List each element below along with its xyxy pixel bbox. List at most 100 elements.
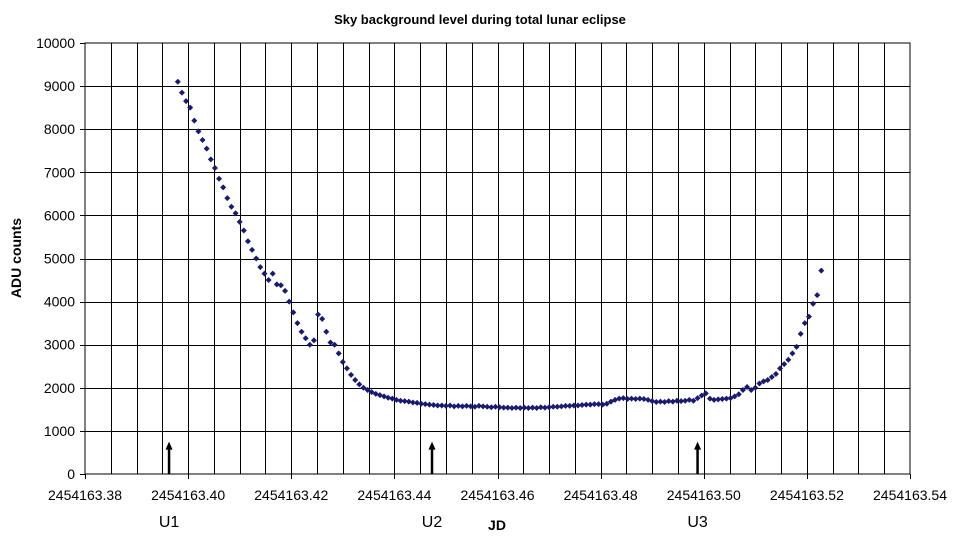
- data-point: [768, 374, 775, 381]
- x-tick-label: 2454163.42: [254, 487, 328, 503]
- data-point: [550, 403, 557, 410]
- data-point: [414, 399, 421, 406]
- data-point: [447, 402, 454, 409]
- data-point: [772, 371, 779, 378]
- data-point: [315, 311, 322, 318]
- data-point: [591, 401, 598, 408]
- y-tick-label: 5000: [44, 251, 75, 267]
- y-tick-label: 4000: [44, 294, 75, 310]
- data-point: [521, 404, 528, 411]
- y-tick-label: 2000: [44, 380, 75, 396]
- data-point: [191, 117, 198, 124]
- data-point: [298, 328, 305, 335]
- data-point: [319, 315, 326, 322]
- data-point: [810, 300, 817, 307]
- data-point: [818, 267, 825, 274]
- x-axis-label: JD: [488, 517, 506, 533]
- data-point: [310, 337, 317, 344]
- data-point: [294, 320, 301, 327]
- data-point: [587, 401, 594, 408]
- data-point: [306, 341, 313, 348]
- data-point: [723, 395, 730, 402]
- contact-label-u2: U2: [422, 514, 443, 531]
- data-point: [562, 402, 569, 409]
- data-point: [678, 398, 685, 405]
- data-point: [269, 270, 276, 277]
- data-point: [348, 371, 355, 378]
- data-point: [657, 398, 664, 405]
- data-point: [352, 377, 359, 384]
- data-point: [690, 397, 697, 404]
- contact-arrow-head: [165, 441, 173, 450]
- y-axis-ticks: 0 1000 2000 3000 4000 5000 6000 7000 8000 9000 100…: [36, 35, 85, 482]
- data-point: [508, 405, 515, 412]
- data-point: [814, 292, 821, 299]
- data-point: [558, 403, 565, 410]
- contact-arrow-head: [694, 441, 702, 450]
- data-point: [570, 402, 577, 409]
- data-point: [364, 386, 371, 393]
- contact-label-u1: U1: [159, 514, 180, 531]
- x-tick-label: 2454163.44: [357, 487, 431, 503]
- data-point: [199, 136, 206, 143]
- data-point: [682, 397, 689, 404]
- data-point: [628, 395, 635, 402]
- data-point: [426, 401, 433, 408]
- data-point: [475, 402, 482, 409]
- data-point: [207, 156, 214, 163]
- y-tick-label: 9000: [44, 78, 75, 94]
- data-point: [257, 264, 264, 271]
- data-point: [397, 397, 404, 404]
- data-point: [702, 390, 709, 397]
- data-point: [574, 402, 581, 409]
- data-point: [525, 405, 532, 412]
- data-point: [599, 401, 606, 408]
- data-point: [273, 281, 280, 288]
- data-point: [620, 395, 627, 402]
- data-point: [211, 164, 218, 171]
- data-point: [500, 404, 507, 411]
- x-tick-label: 2454163.48: [564, 487, 638, 503]
- data-point: [385, 394, 392, 401]
- data-point: [302, 335, 309, 342]
- data-point: [286, 298, 293, 305]
- data-point: [805, 313, 812, 320]
- data-point: [290, 309, 297, 316]
- grid: [85, 43, 910, 474]
- data-point: [463, 402, 470, 409]
- data-point: [661, 399, 668, 406]
- data-point: [356, 381, 363, 388]
- data-point: [339, 358, 346, 365]
- data-point: [224, 195, 231, 202]
- data-point: [232, 210, 239, 217]
- data-point: [739, 386, 746, 393]
- y-tick-label: 0: [67, 466, 75, 482]
- data-point: [335, 350, 342, 357]
- data-point: [261, 270, 268, 277]
- data-point: [616, 395, 623, 402]
- data-point: [603, 400, 610, 407]
- data-point: [331, 341, 338, 348]
- data-point: [566, 402, 573, 409]
- data-point: [785, 356, 792, 363]
- data-point: [801, 320, 808, 327]
- y-tick-label: 7000: [44, 164, 75, 180]
- data-point: [467, 403, 474, 410]
- data-point: [492, 403, 499, 410]
- data-point: [517, 405, 524, 412]
- data-point: [183, 98, 190, 105]
- data-point: [537, 404, 544, 411]
- data-point: [240, 227, 247, 234]
- data-point: [220, 184, 227, 191]
- data-point: [653, 399, 660, 406]
- data-point: [541, 404, 548, 411]
- data-point: [632, 396, 639, 403]
- data-point: [694, 395, 701, 402]
- plot-frame: [84, 42, 911, 475]
- data-point: [731, 393, 738, 400]
- data-point: [195, 128, 202, 135]
- data-point: [471, 403, 478, 410]
- data-point: [595, 401, 602, 408]
- data-point: [756, 380, 763, 387]
- x-tick-label: 2454163.40: [151, 487, 225, 503]
